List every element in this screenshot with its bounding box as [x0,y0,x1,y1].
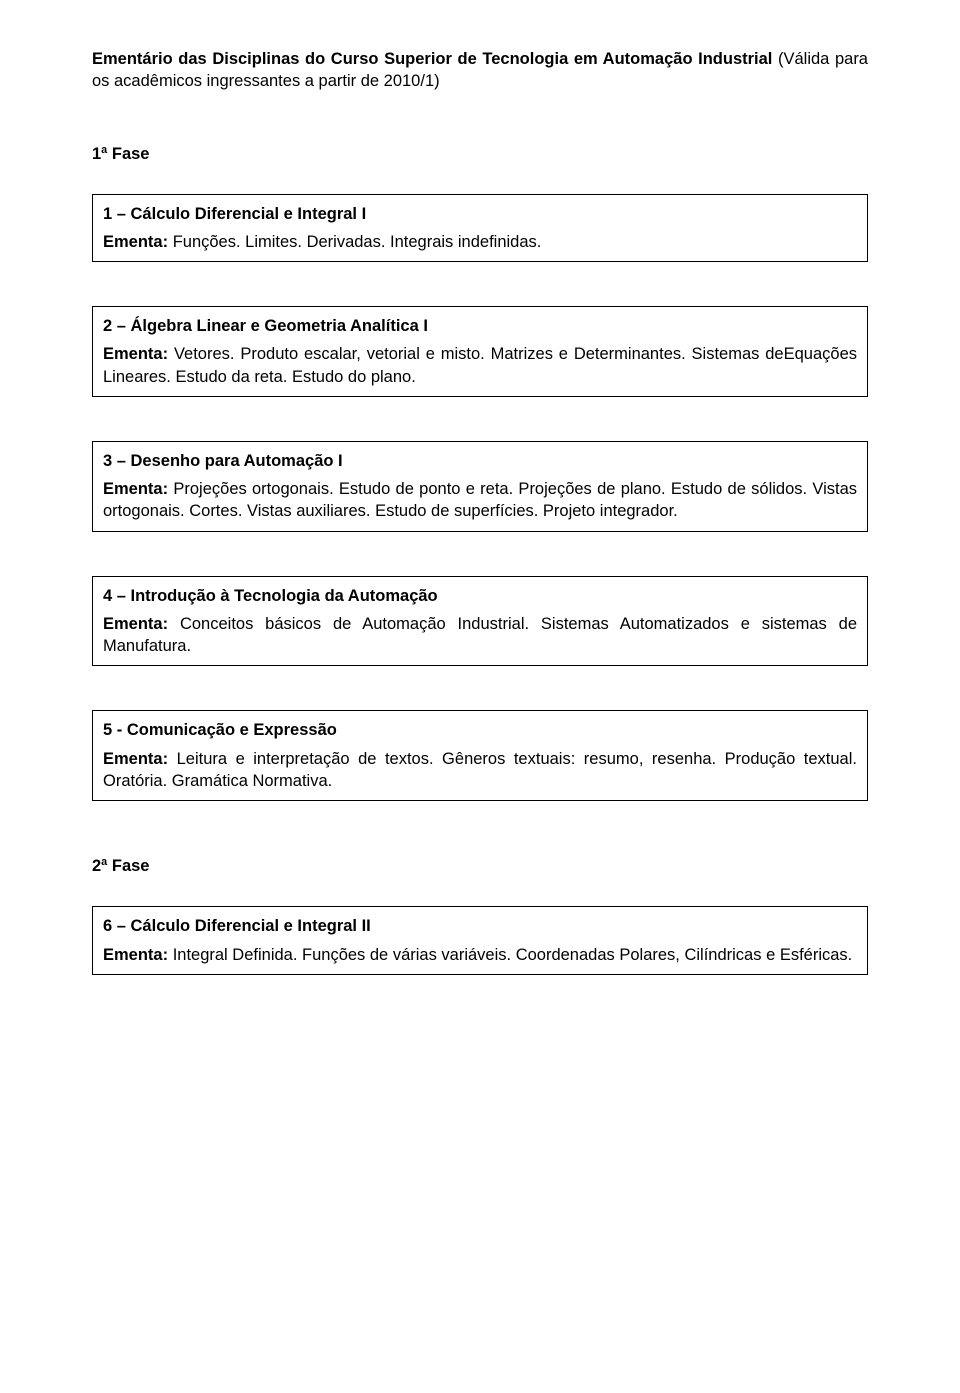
course-title: 2 – Álgebra Linear e Geometria Analítica… [103,315,857,337]
ementa-text: Ementa: Projeções ortogonais. Estudo de … [103,478,857,523]
ementa-text: Ementa: Leitura e interpretação de texto… [103,748,857,793]
ementa-text: Ementa: Funções. Limites. Derivadas. Int… [103,231,857,253]
course-title: 1 – Cálculo Diferencial e Integral I [103,203,857,225]
ementa-label: Ementa: [103,233,173,251]
ementa-body: Projeções ortogonais. Estudo de ponto e … [103,480,857,520]
course-title: 4 – Introdução à Tecnologia da Automação [103,585,857,607]
course-title: 6 – Cálculo Diferencial e Integral II [103,915,857,937]
ementa-body: Funções. Limites. Derivadas. Integrais i… [173,233,542,251]
course-box-6: 6 – Cálculo Diferencial e Integral II Em… [92,906,868,975]
ementa-body: Leitura e interpretação de textos. Gêner… [103,750,857,790]
document-title-bold: Ementário das Disciplinas do Curso Super… [92,50,778,68]
ementa-text: Ementa: Integral Definida. Funções de vá… [103,944,857,966]
course-title: 5 - Comunicação e Expressão [103,719,857,741]
course-title: 3 – Desenho para Automação I [103,450,857,472]
ementa-text: Ementa: Vetores. Produto escalar, vetori… [103,343,857,388]
ementa-label: Ementa: [103,946,173,964]
ementa-body: Vetores. Produto escalar, vetorial e mis… [103,345,857,385]
course-box-2: 2 – Álgebra Linear e Geometria Analítica… [92,306,868,397]
course-box-3: 3 – Desenho para Automação I Ementa: Pro… [92,441,868,532]
course-box-4: 4 – Introdução à Tecnologia da Automação… [92,576,868,667]
ementa-body: Integral Definida. Funções de várias var… [173,946,853,964]
ementa-label: Ementa: [103,480,173,498]
ementa-body: Conceitos básicos de Automação Industria… [103,615,857,655]
ementa-text: Ementa: Conceitos básicos de Automação I… [103,613,857,658]
course-box-1: 1 – Cálculo Diferencial e Integral I Eme… [92,194,868,263]
ementa-label: Ementa: [103,615,180,633]
course-box-5: 5 - Comunicação e Expressão Ementa: Leit… [92,710,868,801]
ementa-label: Ementa: [103,750,177,768]
phase-2-heading: 2ª Fase [92,857,868,876]
ementa-label: Ementa: [103,345,174,363]
phase-1-heading: 1ª Fase [92,145,868,164]
document-title: Ementário das Disciplinas do Curso Super… [92,48,868,93]
